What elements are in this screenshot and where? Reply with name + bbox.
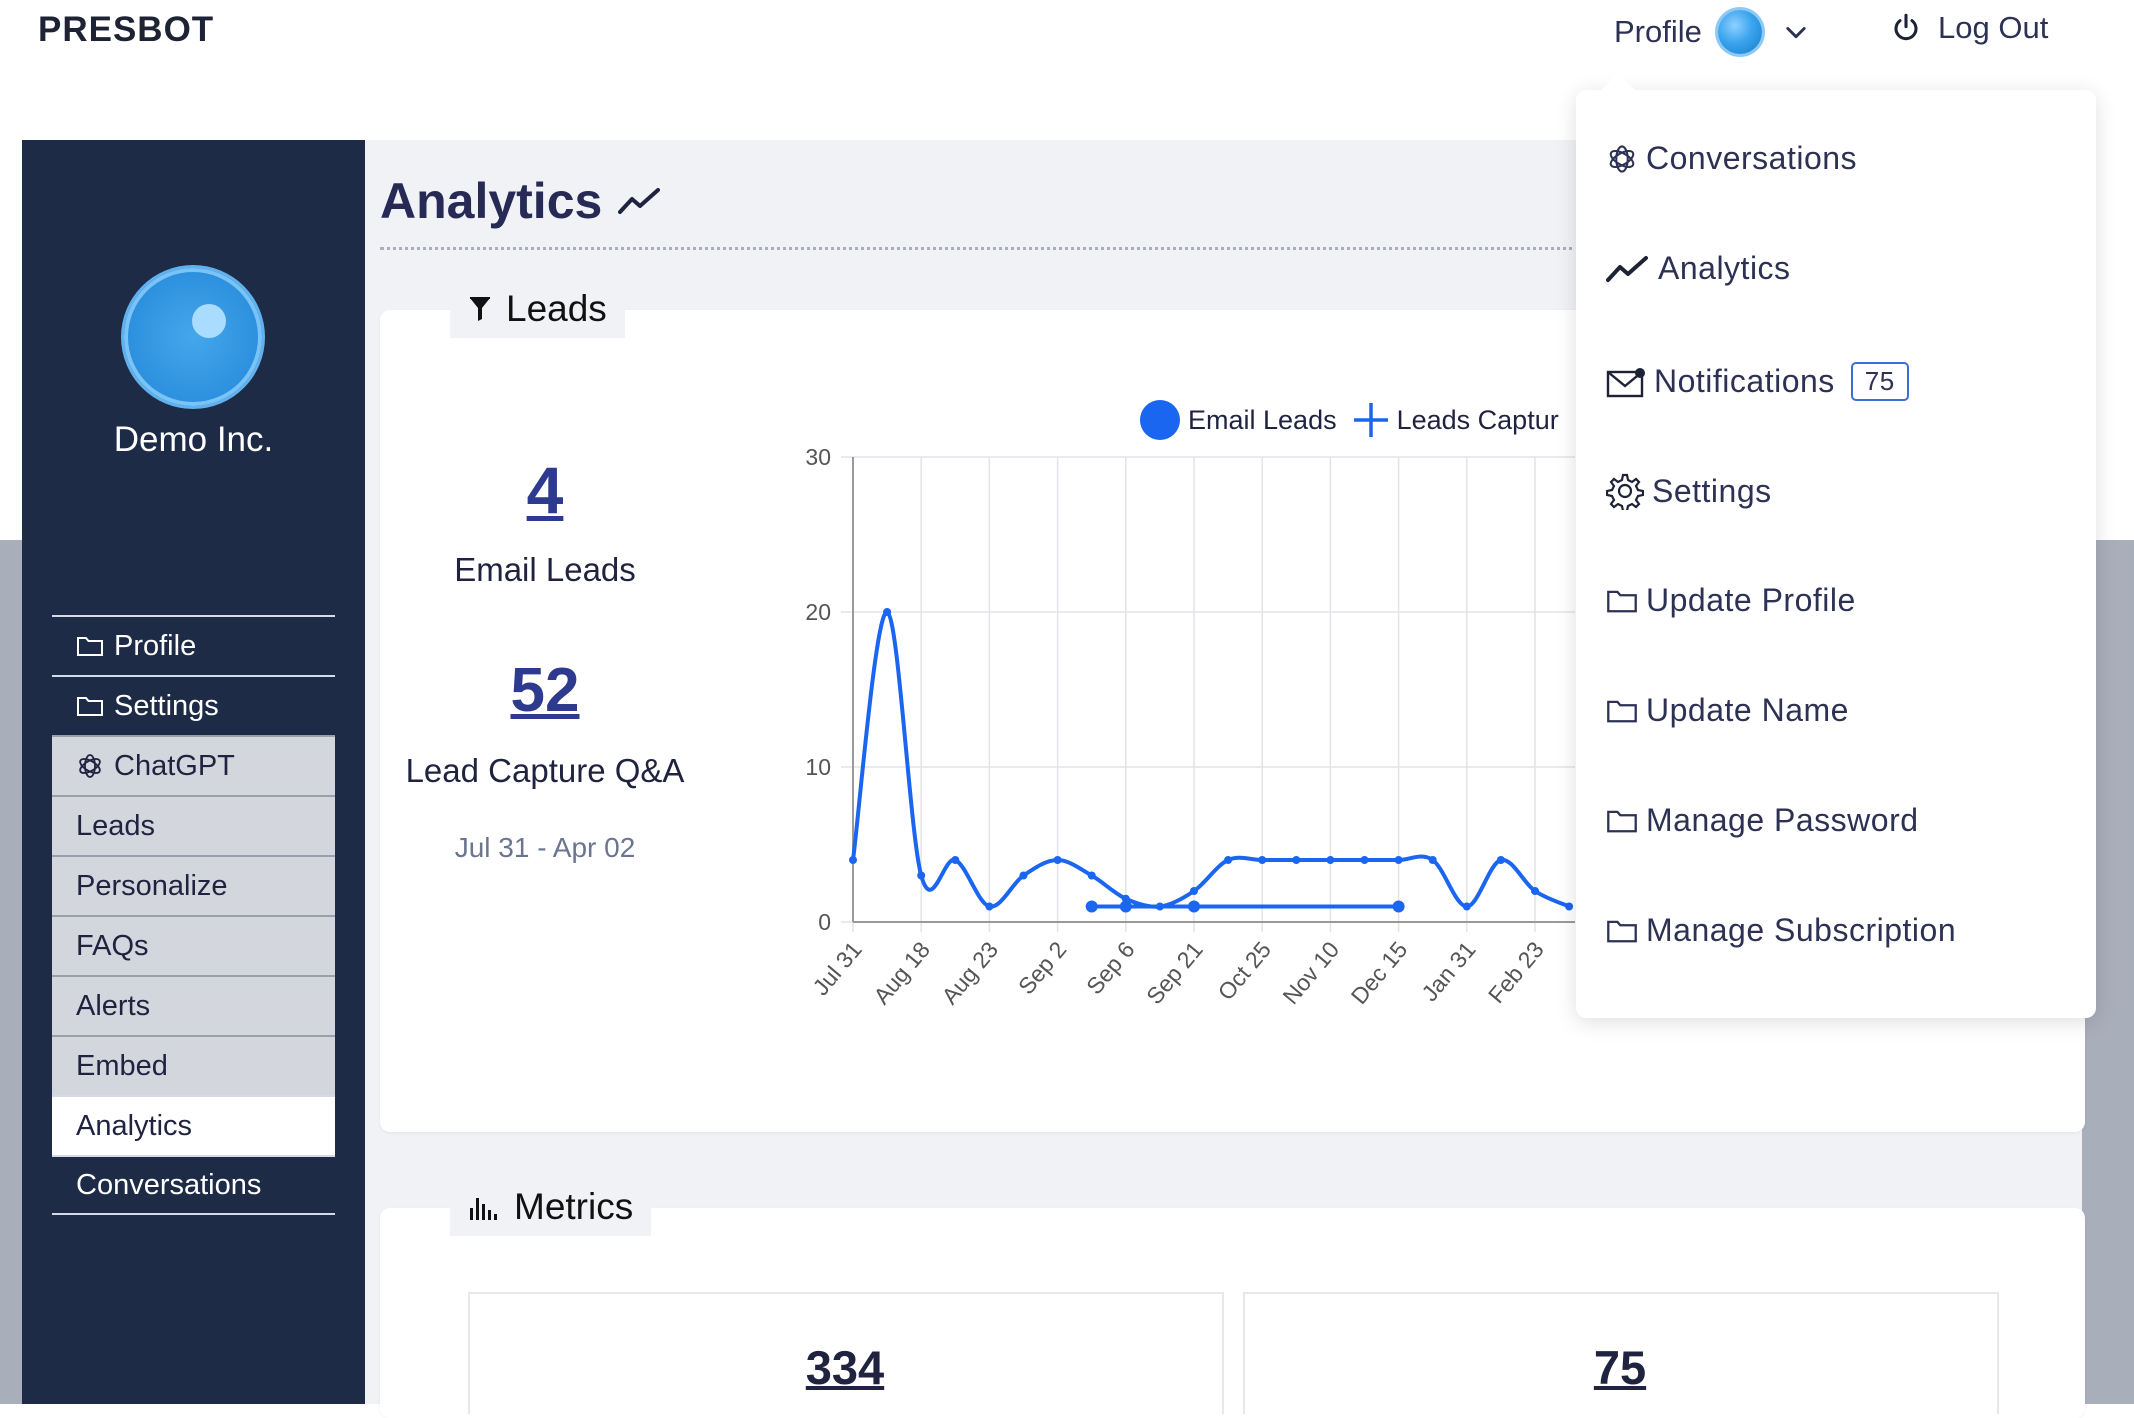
plus-icon: [1353, 403, 1388, 437]
menu-item-analytics[interactable]: Analytics: [1606, 250, 1791, 287]
date-range: Jul 31 - Apr 02: [454, 832, 636, 863]
brand-logo[interactable]: PRESBOT: [38, 10, 215, 49]
metrics-section-header: Metrics: [450, 1178, 652, 1236]
sidebar-item-settings[interactable]: Settings: [52, 675, 335, 735]
bar-chart-icon: [470, 1198, 497, 1220]
menu-item-label: Analytics: [1658, 250, 1791, 286]
legend-label-captur[interactable]: Leads Captur: [1396, 404, 1559, 435]
folder-icon: [77, 637, 103, 656]
sidebar-item-label: Conversations: [76, 1168, 262, 1201]
openai-icon: [1609, 144, 1635, 173]
sidebar-item-label: Profile: [114, 629, 197, 662]
mail-icon: [1606, 367, 1645, 397]
chevron-down-icon: [1786, 27, 1806, 39]
lead-capture-label: Lead Capture Q&A: [405, 752, 685, 789]
sidebar-item-alerts[interactable]: Alerts: [52, 975, 335, 1035]
folder-icon: [77, 697, 103, 716]
legend-marker-email: [1140, 400, 1180, 440]
folder-icon: [1607, 920, 1637, 942]
sidebar-item-chatgpt[interactable]: ChatGPT: [52, 735, 335, 795]
folder-icon: [1607, 590, 1637, 612]
notifications-badge: 75: [1850, 362, 1909, 401]
menu-item-label: Notifications: [1654, 363, 1835, 399]
menu-item-update-name[interactable]: Update Name: [1606, 692, 1849, 729]
chart-legend: Email Leads Leads Captur: [1140, 400, 1559, 440]
menu-item-manage-subscription[interactable]: Manage Subscription: [1606, 912, 1956, 949]
leads-section-header: Leads: [450, 280, 625, 338]
openai-icon: [79, 754, 101, 778]
menu-item-update-profile[interactable]: Update Profile: [1606, 582, 1856, 619]
logout-label: Log Out: [1938, 10, 2049, 45]
page-title-text: Analytics: [380, 173, 603, 229]
sidebar-nav: Profile Settings ChatGPT Leads Personali…: [52, 615, 335, 1215]
sidebar-item-leads[interactable]: Leads: [52, 795, 335, 855]
sidebar-item-analytics[interactable]: Analytics: [52, 1095, 335, 1155]
metric-card: [468, 1292, 1224, 1414]
power-icon: [1894, 13, 1918, 41]
menu-item-label: Settings: [1652, 472, 1772, 509]
menu-item-label: Manage Password: [1646, 802, 1919, 838]
folder-icon: [1607, 700, 1637, 722]
trend-icon: [618, 188, 661, 214]
sidebar-item-label: Embed: [76, 1049, 168, 1082]
menu-item-label: Conversations: [1646, 140, 1858, 176]
email-leads-count[interactable]: 4: [526, 453, 564, 527]
metric-value-notifications[interactable]: 75: [1593, 1341, 1647, 1394]
folder-icon: [1607, 810, 1637, 832]
profile-dropdown-menu: Conversations Analytics Notifications 75…: [1576, 73, 2096, 1018]
sidebar-item-personalize[interactable]: Personalize: [52, 855, 335, 915]
profile-label: Profile: [1614, 14, 1702, 49]
metrics-section-title: Metrics: [514, 1186, 634, 1227]
metric-value-conversations[interactable]: 334: [805, 1341, 885, 1394]
sidebar-item-label: Leads: [76, 809, 156, 842]
menu-item-manage-password[interactable]: Manage Password: [1606, 802, 1919, 839]
sidebar-item-profile[interactable]: Profile: [52, 615, 335, 675]
email-leads-label: Email Leads: [454, 551, 636, 588]
trend-icon: [1606, 255, 1648, 282]
avatar: [1717, 10, 1762, 54]
leads-section-title: Leads: [506, 288, 607, 329]
sidebar-item-embed[interactable]: Embed: [52, 1035, 335, 1095]
sidebar-item-conversations[interactable]: Conversations: [52, 1155, 335, 1215]
sidebar-item-label: Settings: [114, 689, 219, 722]
menu-item-label: Update Name: [1646, 692, 1849, 728]
lead-capture-count[interactable]: 52: [510, 656, 580, 725]
menu-item-conversations[interactable]: Conversations: [1606, 140, 1857, 177]
sidebar-item-label: Alerts: [76, 989, 151, 1022]
sidebar-item-label: Personalize: [76, 869, 228, 902]
sidebar-item-label: Analytics: [76, 1109, 193, 1142]
company-avatar: [124, 268, 262, 406]
funnel-icon: [470, 297, 490, 321]
menu-item-label: Manage Subscription: [1646, 912, 1957, 948]
metric-card: [1243, 1292, 1999, 1414]
title-divider: [380, 247, 1580, 250]
legend-label-email[interactable]: Email Leads: [1188, 404, 1337, 435]
sidebar-item-label: ChatGPT: [114, 749, 235, 782]
sidebar-item-faqs[interactable]: FAQs: [52, 915, 335, 975]
sidebar-item-label: FAQs: [76, 929, 149, 962]
sidebar: Demo Inc. Profile Settings ChatGPT Leads…: [22, 140, 365, 1404]
menu-item-notifications[interactable]: Notifications 75: [1606, 362, 1909, 401]
gear-icon: [1606, 473, 1644, 510]
page-title: Analytics: [380, 172, 662, 230]
menu-item-label: Update Profile: [1646, 582, 1856, 618]
logout-button[interactable]: Log Out: [1890, 10, 2048, 46]
menu-item-settings[interactable]: Settings: [1606, 472, 1772, 510]
company-name: Demo Inc.: [113, 420, 274, 459]
profile-menu-toggle[interactable]: Profile: [1614, 10, 1810, 54]
